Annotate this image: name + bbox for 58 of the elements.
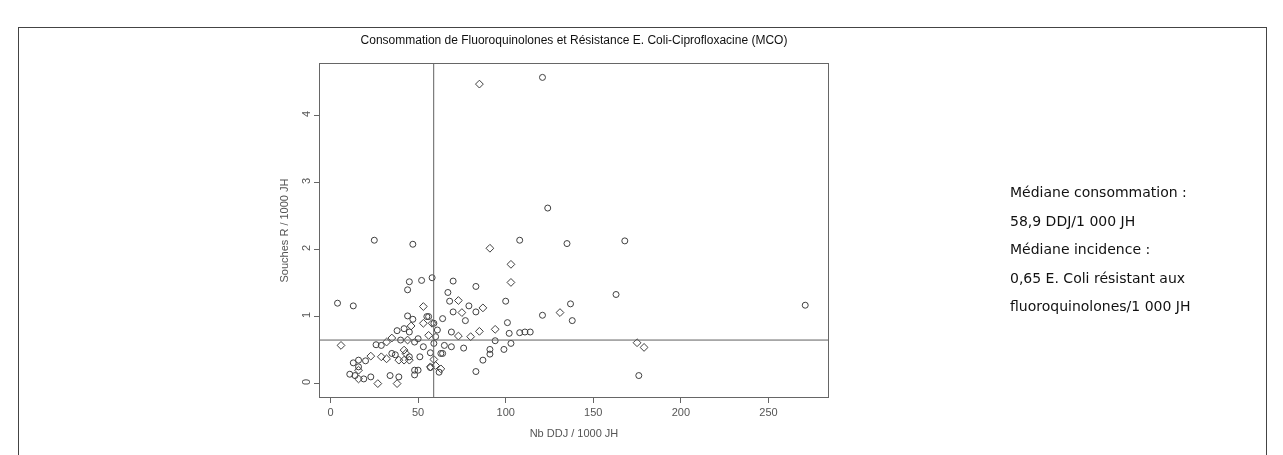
- point: [639, 343, 649, 352]
- point: [382, 354, 391, 364]
- text: fluoroquinolones/1 000 JH: [1010, 298, 1191, 314]
- text: Médiane incidence :: [1010, 241, 1151, 257]
- text: Médiane consommation :: [1010, 184, 1187, 200]
- point: [429, 355, 439, 364]
- point: [457, 308, 467, 317]
- point: [453, 296, 463, 305]
- chart-title: Consommation de Fluoroquinolones et Résistance E. Coli-Ciprofloxacine (MCO): [360, 33, 788, 48]
- point: [436, 364, 446, 374]
- point: [336, 341, 346, 350]
- point: [376, 352, 386, 362]
- point: [399, 355, 409, 365]
- point: [406, 321, 416, 331]
- point: [394, 355, 404, 365]
- point: [401, 349, 411, 358]
- x-tick-label: 0: [327, 406, 334, 419]
- point: [453, 331, 463, 341]
- point: [478, 303, 488, 313]
- point: [418, 318, 428, 328]
- point: [555, 308, 565, 317]
- point: [418, 302, 428, 311]
- y-tick-label: 2: [299, 244, 312, 252]
- x-axis-title: Nb DDJ / 1000 JH: [529, 427, 619, 440]
- point: [506, 278, 516, 287]
- point: [382, 337, 391, 347]
- x-tick-label: 150: [584, 406, 603, 419]
- x-tick-label: 50: [411, 406, 425, 419]
- point: [485, 243, 495, 253]
- point: [387, 333, 397, 343]
- text: 58,9 DDJ/1 000 JH: [1010, 213, 1136, 229]
- text: 0,65 E. Coli résistant aux: [1010, 270, 1186, 286]
- point: [424, 330, 434, 340]
- point: [404, 355, 414, 365]
- point: [425, 362, 435, 372]
- point: [354, 374, 363, 384]
- point: [392, 379, 402, 388]
- point: [373, 379, 383, 388]
- x-tick-label: 200: [671, 406, 691, 419]
- y-tick-label: 1: [299, 311, 312, 319]
- point: [427, 318, 437, 328]
- point: [431, 361, 441, 370]
- y-tick-label: 0: [299, 378, 312, 386]
- point: [466, 332, 476, 342]
- point: [354, 365, 363, 375]
- y-axis-title: Souches R / 1000 JH: [278, 178, 291, 283]
- point: [506, 259, 516, 269]
- point: [399, 345, 409, 355]
- y-tick-label: 4: [299, 110, 312, 117]
- x-tick-label: 250: [759, 406, 778, 419]
- point: [366, 351, 376, 361]
- x-tick-label: 100: [496, 406, 515, 419]
- point: [490, 324, 500, 334]
- point: [475, 326, 484, 336]
- point: [632, 338, 642, 348]
- point: [403, 335, 412, 345]
- point: [475, 79, 484, 89]
- y-tick-label: 3: [299, 177, 312, 184]
